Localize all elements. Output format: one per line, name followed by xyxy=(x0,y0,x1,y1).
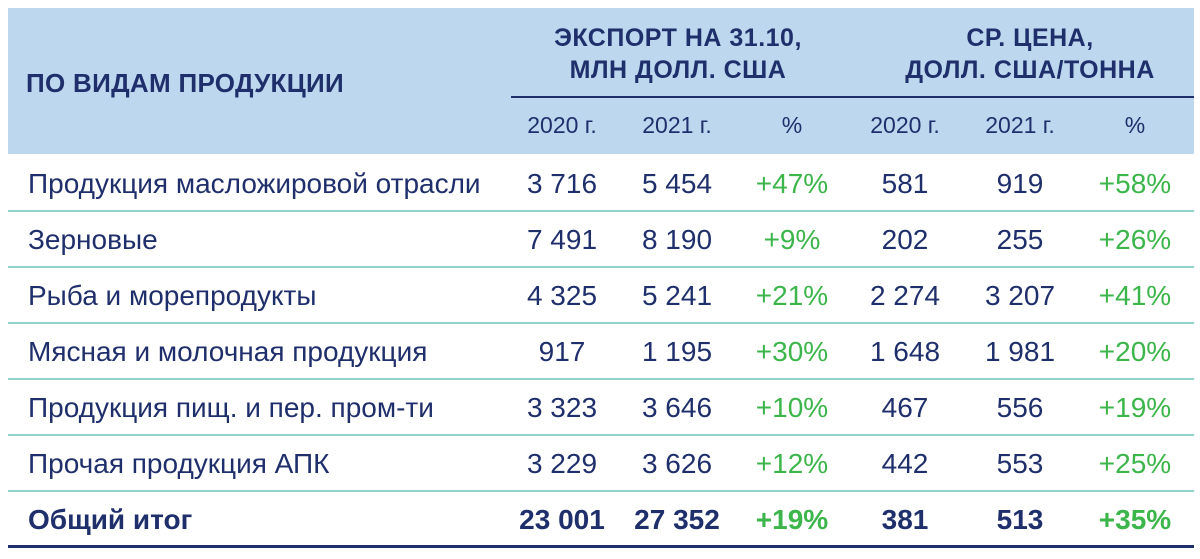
export-change: +21% xyxy=(755,280,829,311)
price-2021: 255 xyxy=(996,224,1044,255)
table-header: ПО ВИДАМ ПРОДУКЦИИ ЭКСПОРТ НА 31.10, МЛН… xyxy=(8,8,1194,154)
row-divider xyxy=(8,266,1194,268)
price-2020: 442 xyxy=(881,448,929,479)
sub-header-price-pct: % xyxy=(1124,112,1146,138)
price-group-title: СР. ЦЕНА, ДОЛЛ. США/ТОННА xyxy=(905,24,1155,84)
row-divider xyxy=(8,490,1194,492)
row-divider xyxy=(8,322,1194,324)
table-row: Рыба и морепродукты 4 325 5 241 +21% 2 2… xyxy=(8,268,1194,324)
price-2021: 1 981 xyxy=(984,336,1056,367)
export-2021: 8 190 xyxy=(641,224,713,255)
export-2020: 3 716 xyxy=(526,168,598,199)
export-2020: 3 229 xyxy=(526,448,598,479)
table-row: Продукция масложировой отрасли 3 716 5 4… xyxy=(8,156,1194,212)
export-2020: 3 323 xyxy=(526,392,598,423)
sub-header-export-pct: % xyxy=(781,112,803,138)
price-2021: 3 207 xyxy=(984,280,1056,311)
export-2020: 7 491 xyxy=(526,224,598,255)
product-name: Рыба и морепродукты xyxy=(28,280,317,311)
total-price-change: +35% xyxy=(1098,504,1172,535)
price-change: +26% xyxy=(1098,224,1172,255)
total-export-change: +19% xyxy=(755,504,829,535)
total-export-2020: 23 001 xyxy=(519,504,605,535)
price-change: +19% xyxy=(1098,392,1172,423)
price-change: +58% xyxy=(1098,168,1172,199)
row-divider xyxy=(8,210,1194,212)
price-change: +20% xyxy=(1098,336,1172,367)
price-2020: 2 274 xyxy=(869,280,941,311)
total-price-2021: 513 xyxy=(996,504,1044,535)
row-divider xyxy=(8,434,1194,436)
export-change: +47% xyxy=(755,168,829,199)
table-row: Зерновые 7 491 8 190 +9% 202 255 +26% xyxy=(8,212,1194,268)
export-change: +30% xyxy=(755,336,829,367)
total-label: Общий итог xyxy=(28,504,193,535)
total-export-2021: 27 352 xyxy=(634,504,720,535)
export-2020: 4 325 xyxy=(526,280,598,311)
total-bottom-rule xyxy=(8,545,1194,548)
export-2021: 1 195 xyxy=(641,336,713,367)
price-2020: 1 648 xyxy=(869,336,941,367)
table-row: Мясная и молочная продукция 917 1 195 +3… xyxy=(8,324,1194,380)
price-2020: 467 xyxy=(881,392,929,423)
product-name: Продукция масложировой отрасли xyxy=(28,168,481,199)
sub-header-export-2021: 2021 г. xyxy=(642,112,712,138)
sub-header-export-2020: 2020 г. xyxy=(527,112,597,138)
product-column-title: ПО ВИДАМ ПРОДУКЦИИ xyxy=(26,68,344,98)
export-table: ПО ВИДАМ ПРОДУКЦИИ ЭКСПОРТ НА 31.10, МЛН… xyxy=(8,8,1194,556)
price-change: +41% xyxy=(1098,280,1172,311)
row-divider xyxy=(8,378,1194,380)
table-row: Прочая продукция АПК 3 229 3 626 +12% 44… xyxy=(8,436,1194,492)
total-row: Общий итог 23 001 27 352 +19% 381 513 +3… xyxy=(8,492,1194,548)
product-name: Прочая продукция АПК xyxy=(28,448,330,479)
export-group-title: ЭКСПОРТ НА 31.10, МЛН ДОЛЛ. США xyxy=(554,24,802,84)
export-2020: 917 xyxy=(538,336,586,367)
price-2021: 553 xyxy=(996,448,1044,479)
price-2021: 556 xyxy=(996,392,1044,423)
export-change: +9% xyxy=(763,224,821,255)
export-change: +10% xyxy=(755,392,829,423)
export-2021: 5 454 xyxy=(641,168,713,199)
price-2021: 919 xyxy=(996,168,1044,199)
header-divider xyxy=(511,96,1194,98)
export-2021: 3 626 xyxy=(641,448,713,479)
product-name: Продукция пищ. и пер. пром-ти xyxy=(28,392,434,423)
export-2021: 3 646 xyxy=(641,392,713,423)
sub-header-price-2020: 2020 г. xyxy=(870,112,940,138)
total-price-2020: 381 xyxy=(881,504,929,535)
product-name: Мясная и молочная продукция xyxy=(28,336,428,367)
price-change: +25% xyxy=(1098,448,1172,479)
table-row: Продукция пищ. и пер. пром-ти 3 323 3 64… xyxy=(8,380,1194,436)
export-2021: 5 241 xyxy=(641,280,713,311)
export-change: +12% xyxy=(755,448,829,479)
product-name: Зерновые xyxy=(28,224,158,255)
price-2020: 202 xyxy=(881,224,929,255)
price-2020: 581 xyxy=(881,168,929,199)
sub-header-price-2021: 2021 г. xyxy=(985,112,1055,138)
